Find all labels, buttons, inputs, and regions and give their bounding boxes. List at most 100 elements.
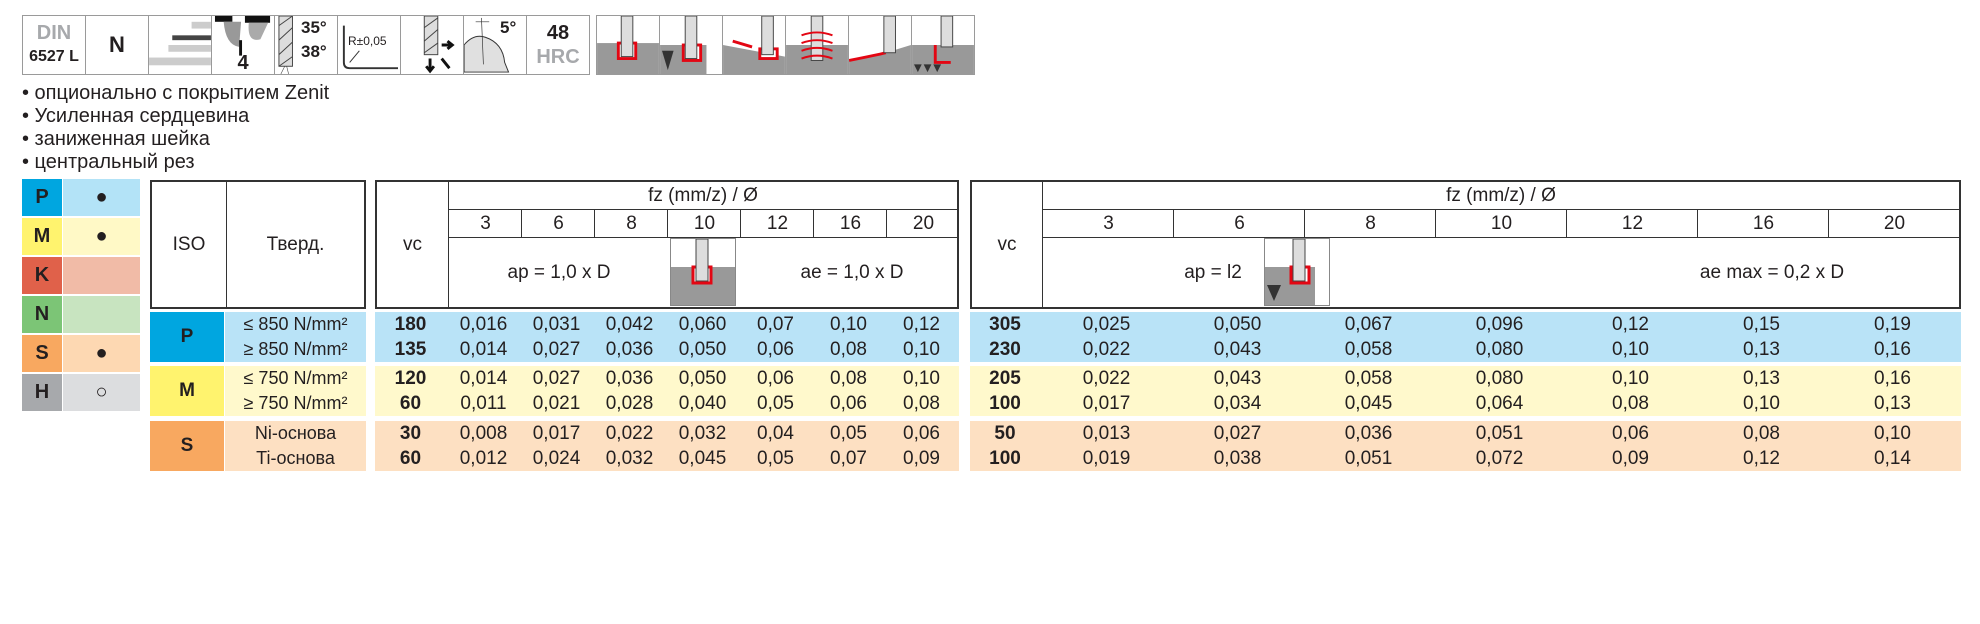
slot-milling-icon [670,238,736,306]
diameter-header: 3 [1103,212,1114,234]
fz-value: 0,05 [757,393,794,414]
fz-value: 0,12 [903,314,940,335]
fz-value: 0,10 [903,368,940,389]
fz-value: 0,034 [1213,393,1262,414]
profile-milling-icon [848,15,912,75]
divider [1697,210,1698,237]
vc-value: 205 [989,368,1021,389]
ae-label: ae = 1,0 x D [800,261,904,283]
iso-hardness-header: ISO Тверд. [150,180,366,309]
iso-header: ISO [172,233,206,255]
slot-table-header: vc fz (mm/z) / Ø ap = 1,0 x D ae = 1,0 x… [375,180,959,309]
hardness-value: ≤ 750 N/mm² [243,368,348,388]
fz-value: 0,12 [1743,448,1780,469]
flutes-icon: 4 [211,15,275,75]
vc-value: 60 [399,393,422,414]
hardness-value: ≥ 850 N/mm² [243,339,348,359]
feature-bullet: • опционально с покрытием Zenit [22,82,330,104]
ae-label: ae max = 0,2 x D [1699,261,1845,283]
shank-icon [148,15,212,75]
diameter-header: 6 [1234,212,1245,234]
fz-value: 0,08 [1612,393,1649,414]
diameter-header: 10 [1490,212,1513,234]
taper-angle-icon: 5° [463,15,527,75]
fz-value: 0,045 [678,448,727,469]
legend-mark: ● [63,335,140,372]
legend-letter: H [22,374,62,411]
vc-value: 50 [994,423,1016,444]
fz-value: 0,008 [459,423,508,444]
fz-value: 0,021 [532,393,581,414]
diameter-header: 20 [1883,212,1906,234]
fz-value: 0,06 [830,393,867,414]
material-type-icon: N [85,15,149,75]
fz-value: 0,036 [605,368,654,389]
fz-value: 0,014 [459,368,508,389]
legend-letter: P [22,179,62,216]
fz-value: 0,080 [1475,339,1524,360]
fz-value: 0,04 [757,423,794,444]
fz-value: 0,017 [532,423,581,444]
hardness-value: Ti-основа [256,448,335,468]
legend-mark: ○ [63,374,140,411]
divider [1173,210,1174,237]
fz-value: 0,07 [757,314,794,335]
side-table-header: vc fz (mm/z) / Ø ap = l2 ae max = 0,2 x … [970,180,1961,309]
diameter-header: 10 [693,212,716,234]
helical-interpolation-icon [785,15,849,75]
fz-value: 0,027 [1213,423,1262,444]
fz-value: 0,10 [903,339,940,360]
side-row-band [970,421,1961,471]
fz-value: 0,10 [1612,368,1649,389]
fz-value: 0,06 [1612,423,1649,444]
fz-value: 0,036 [605,339,654,360]
fz-value: 0,027 [532,368,581,389]
fz-value: 0,031 [532,314,581,335]
hardness-value: Ni-основа [254,423,337,443]
fz-value: 0,011 [460,393,507,414]
fz-value: 0,040 [678,393,727,414]
vc-value: 230 [989,339,1021,360]
feature-bullet: • Усиленная сердцевина [22,105,250,127]
fz-value: 0,13 [1874,393,1911,414]
fz-value: 0,08 [830,368,867,389]
vc-value: 305 [989,314,1021,335]
fz-header: fz (mm/z) / Ø [1446,184,1556,206]
fz-value: 0,017 [1082,393,1131,414]
fz-value: 0,038 [1213,448,1262,469]
vc-header: vc [403,233,422,255]
plunge-direction-icon [400,15,464,75]
fz-value: 0,14 [1874,448,1911,469]
fz-value: 0,080 [1475,368,1524,389]
legend-letter: M [22,218,62,255]
fz-value: 0,016 [459,314,508,335]
iso-group-S: S [150,421,224,471]
hardness-band [225,312,366,362]
feature-bullet: • заниженная шейка [22,128,210,150]
iso-group-M: M [150,366,224,416]
vc-value: 180 [394,314,427,335]
divider [1828,210,1829,237]
fz-value: 0,019 [1082,448,1131,469]
fz-value: 0,16 [1874,368,1911,389]
divider [1435,210,1436,237]
fz-value: 0,050 [1213,314,1262,335]
fz-value: 0,051 [1344,448,1393,469]
diameter-header: 3 [480,212,491,234]
hardness-icon: 48 HRC [526,15,590,75]
hardness-value: ≤ 850 N/mm² [243,314,348,334]
legend-letter: K [22,257,62,294]
fz-value: 0,16 [1874,339,1911,360]
fz-value: 0,05 [830,423,867,444]
fz-value: 0,050 [678,368,727,389]
fz-value: 0,09 [903,448,940,469]
fz-value: 0,08 [1743,423,1780,444]
hardness-band [225,421,366,471]
fz-value: 0,032 [678,423,727,444]
fz-value: 0,028 [605,393,654,414]
fz-value: 0,09 [1612,448,1649,469]
diameter-header: 20 [912,212,935,234]
vc-value: 60 [399,448,422,469]
slot-row-band [375,366,959,416]
